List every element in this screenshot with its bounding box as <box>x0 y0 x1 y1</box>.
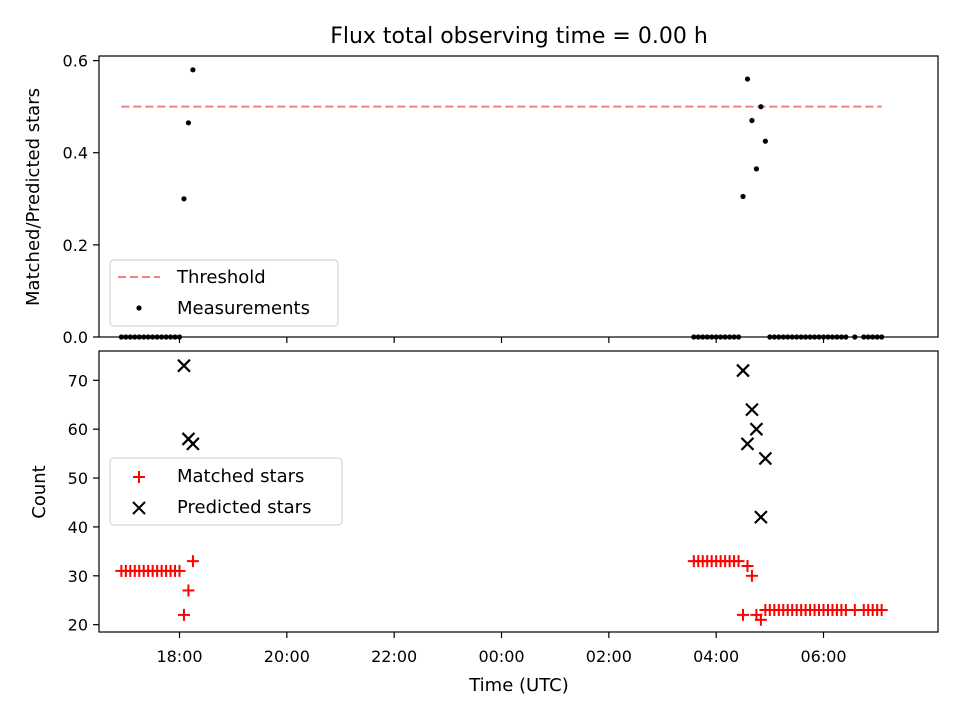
y-tick-label: 40 <box>68 518 88 537</box>
bottom-y-ticks: 20 30 40 50 60 70 <box>68 371 99 635</box>
x-tick-label: 02:00 <box>586 647 632 666</box>
measurement-point <box>762 138 768 144</box>
y-tick-label: 30 <box>68 567 88 586</box>
matched-star-point <box>732 555 745 568</box>
predicted-star-point <box>749 422 764 436</box>
matched-star-point <box>737 608 750 621</box>
matched-star-point <box>745 569 758 582</box>
bottom-legend-box <box>109 457 343 526</box>
top-legend: Threshold Measurements <box>109 259 339 327</box>
bottom-plot-area <box>115 358 888 626</box>
predicted-star-point <box>736 363 750 378</box>
predicted-star-point <box>758 451 773 466</box>
bottom-x-axis-label: Time (UTC) <box>468 675 569 696</box>
x-tick-label: 22:00 <box>371 647 417 666</box>
top-x-ticks <box>178 337 825 343</box>
y-tick-label: 50 <box>68 469 88 488</box>
measurement-point <box>749 117 755 124</box>
top-y-axis-label: Matched/Predicted stars <box>23 88 44 306</box>
x-tick-label: 18:00 <box>156 647 202 666</box>
x-tick-label: 04:00 <box>693 647 739 666</box>
legend-predicted-label: Predicted stars <box>177 497 311 518</box>
y-tick-label: 0.4 <box>63 144 88 163</box>
measurement-point <box>190 67 196 73</box>
y-tick-label: 70 <box>68 371 88 390</box>
measurement-point <box>753 166 760 172</box>
y-tick-label: 0.2 <box>63 236 88 255</box>
legend-measurements-label: Measurements <box>177 298 310 319</box>
predicted-star-point <box>745 402 759 417</box>
measurement-point <box>185 120 192 126</box>
legend-threshold-label: Threshold <box>176 267 266 288</box>
y-tick-label: 0.6 <box>63 52 88 71</box>
matched-star-point <box>182 584 195 597</box>
top-legend-box <box>109 259 339 327</box>
bottom-legend: Matched stars Predicted stars <box>109 457 343 526</box>
predicted-star-point <box>754 510 768 524</box>
bottom-y-axis-label: Count <box>29 465 50 518</box>
legend-matched-label: Matched stars <box>177 466 304 487</box>
measurement-point <box>740 193 746 200</box>
measurement-point <box>744 76 751 82</box>
matched-star-point <box>177 608 190 621</box>
bottom-axes-frame <box>98 350 939 633</box>
y-tick-label: 60 <box>68 420 88 439</box>
predicted-star-point <box>186 437 200 451</box>
matched-star-point <box>875 604 888 617</box>
legend-matched-swatch <box>133 471 145 483</box>
top-y-ticks: 0.0 0.2 0.4 0.6 <box>63 52 99 347</box>
bottom-x-ticks: 18:00 20:00 22:00 00:00 02:00 04:00 06:00 <box>156 632 847 666</box>
bottom-panel: 20 30 40 50 60 70 18:00 20:00 22:00 00:00 02:00 04… <box>29 350 939 696</box>
matched-star-point <box>741 560 754 573</box>
measurement-point <box>758 104 764 110</box>
x-tick-label: 20:00 <box>264 647 310 666</box>
matched-star-point <box>754 613 767 626</box>
predicted-star-point <box>177 358 191 373</box>
legend-measurements-swatch <box>136 305 142 311</box>
predicted-star-point <box>740 437 755 451</box>
y-tick-label: 0.0 <box>63 328 88 347</box>
x-tick-label: 00:00 <box>478 647 524 666</box>
x-tick-label: 06:00 <box>800 647 846 666</box>
y-tick-label: 20 <box>68 616 88 635</box>
chart-title: Flux total observing time = 0.00 h <box>330 24 708 49</box>
measurement-point <box>181 196 187 202</box>
top-panel: 0.0 0.2 0.4 0.6 Matched/Predicted stars Thr… <box>23 52 939 347</box>
matched-star-point <box>186 555 199 568</box>
top-axes-frame <box>98 55 939 338</box>
legend-predicted-swatch <box>132 501 146 515</box>
matched-star-point <box>173 564 186 577</box>
